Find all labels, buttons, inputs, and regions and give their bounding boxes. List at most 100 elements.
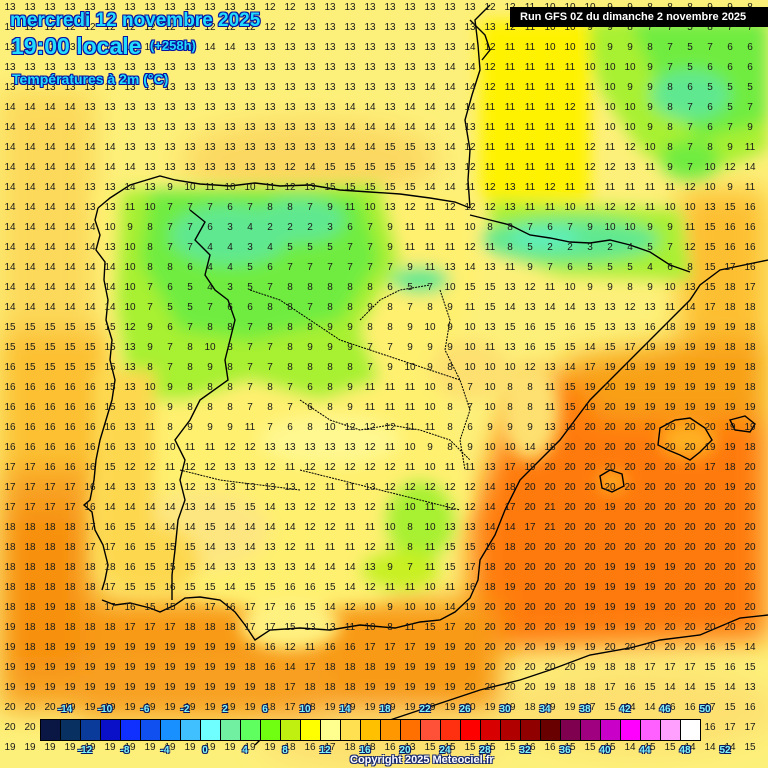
grid-value: 19: [84, 682, 96, 693]
grid-value: 9: [307, 342, 313, 353]
grid-value: 9: [387, 222, 393, 233]
grid-value: 18: [44, 582, 56, 593]
grid-value: 15: [724, 702, 736, 713]
grid-value: 10: [124, 262, 136, 273]
grid-value: 19: [84, 742, 96, 753]
grid-value: 5: [687, 42, 693, 53]
grid-value: 7: [167, 362, 173, 373]
grid-value: 11: [524, 102, 536, 113]
grid-value: 14: [44, 202, 56, 213]
grid-value: 11: [544, 382, 556, 393]
grid-value: 15: [404, 182, 416, 193]
grid-value: 11: [604, 182, 616, 193]
grid-value: 15: [184, 542, 196, 553]
grid-value: 14: [44, 262, 56, 273]
grid-value: 14: [4, 222, 16, 233]
grid-value: 2: [287, 222, 293, 233]
grid-value: 20: [24, 722, 36, 733]
grid-value: 20: [464, 682, 476, 693]
grid-value: 19: [744, 422, 756, 433]
grid-value: 17: [24, 502, 36, 513]
grid-value: 13: [244, 82, 256, 93]
grid-value: 13: [24, 82, 36, 93]
grid-value: 13: [164, 162, 176, 173]
grid-value: 11: [444, 222, 456, 233]
grid-value: 19: [184, 662, 196, 673]
grid-value: 14: [4, 122, 16, 133]
grid-value: 11: [364, 382, 376, 393]
grid-value: 13: [124, 422, 136, 433]
grid-value: 11: [644, 162, 656, 173]
grid-value: 3: [327, 222, 333, 233]
grid-value: 15: [564, 402, 576, 413]
legend-label-bottom: 44: [639, 745, 651, 756]
grid-value: 8: [667, 142, 673, 153]
grid-value: 14: [4, 142, 16, 153]
grid-value: 12: [284, 542, 296, 553]
grid-value: 16: [24, 422, 36, 433]
grid-value: 10: [624, 62, 636, 73]
grid-value: 10: [424, 402, 436, 413]
grid-value: 16: [4, 382, 16, 393]
grid-value: 13: [164, 482, 176, 493]
grid-value: 8: [187, 402, 193, 413]
grid-value: 14: [64, 122, 76, 133]
grid-value: 19: [624, 622, 636, 633]
grid-value: 20: [524, 582, 536, 593]
grid-value: 20: [604, 542, 616, 553]
grid-value: 15: [564, 342, 576, 353]
grid-value: 14: [4, 262, 16, 273]
grid-value: 9: [207, 422, 213, 433]
legend-swatch: [381, 720, 401, 740]
legend-swatch: [161, 720, 181, 740]
grid-value: 11: [404, 462, 416, 473]
grid-value: 15: [144, 582, 156, 593]
legend-label-top: 30: [499, 704, 511, 715]
grid-value: 16: [4, 442, 16, 453]
grid-value: 17: [24, 462, 36, 473]
grid-value: 14: [244, 542, 256, 553]
grid-value: 20: [704, 522, 716, 533]
grid-value: 8: [527, 382, 533, 393]
grid-value: 13: [624, 322, 636, 333]
grid-value: 8: [227, 382, 233, 393]
grid-value: 13: [304, 42, 316, 53]
grid-value: 9: [647, 122, 653, 133]
grid-value: 15: [444, 562, 456, 573]
grid-value: 9: [387, 362, 393, 373]
grid-value: 10: [624, 102, 636, 113]
grid-value: 20: [724, 542, 736, 553]
grid-value: 14: [424, 122, 436, 133]
grid-value: 11: [424, 202, 436, 213]
grid-value: 8: [227, 362, 233, 373]
grid-value: 14: [24, 142, 36, 153]
grid-value: 8: [267, 202, 273, 213]
grid-value: 12: [124, 462, 136, 473]
grid-value: 20: [544, 542, 556, 553]
grid-value: 18: [364, 742, 376, 753]
grid-value: 12: [624, 202, 636, 213]
grid-value: 10: [144, 402, 156, 413]
grid-value: 19: [164, 682, 176, 693]
grid-value: 9: [507, 422, 513, 433]
grid-value: 5: [687, 62, 693, 73]
grid-value: 15: [24, 342, 36, 353]
grid-value: 15: [544, 342, 556, 353]
grid-value: 17: [584, 702, 596, 713]
grid-value: 11: [504, 142, 516, 153]
grid-value: 19: [604, 562, 616, 573]
grid-value: 7: [647, 22, 653, 33]
grid-value: 8: [667, 122, 673, 133]
grid-value: 11: [304, 542, 316, 553]
grid-value: 19: [444, 702, 456, 713]
legend-label-bottom: 20: [399, 745, 411, 756]
grid-value: 17: [724, 722, 736, 733]
grid-value: 14: [4, 202, 16, 213]
grid-value: 10: [604, 82, 616, 93]
grid-value: 18: [544, 442, 556, 453]
grid-value: 20: [604, 642, 616, 653]
grid-value: 14: [324, 602, 336, 613]
grid-value: 19: [544, 682, 556, 693]
grid-value: 14: [104, 262, 116, 273]
grid-value: 20: [644, 422, 656, 433]
